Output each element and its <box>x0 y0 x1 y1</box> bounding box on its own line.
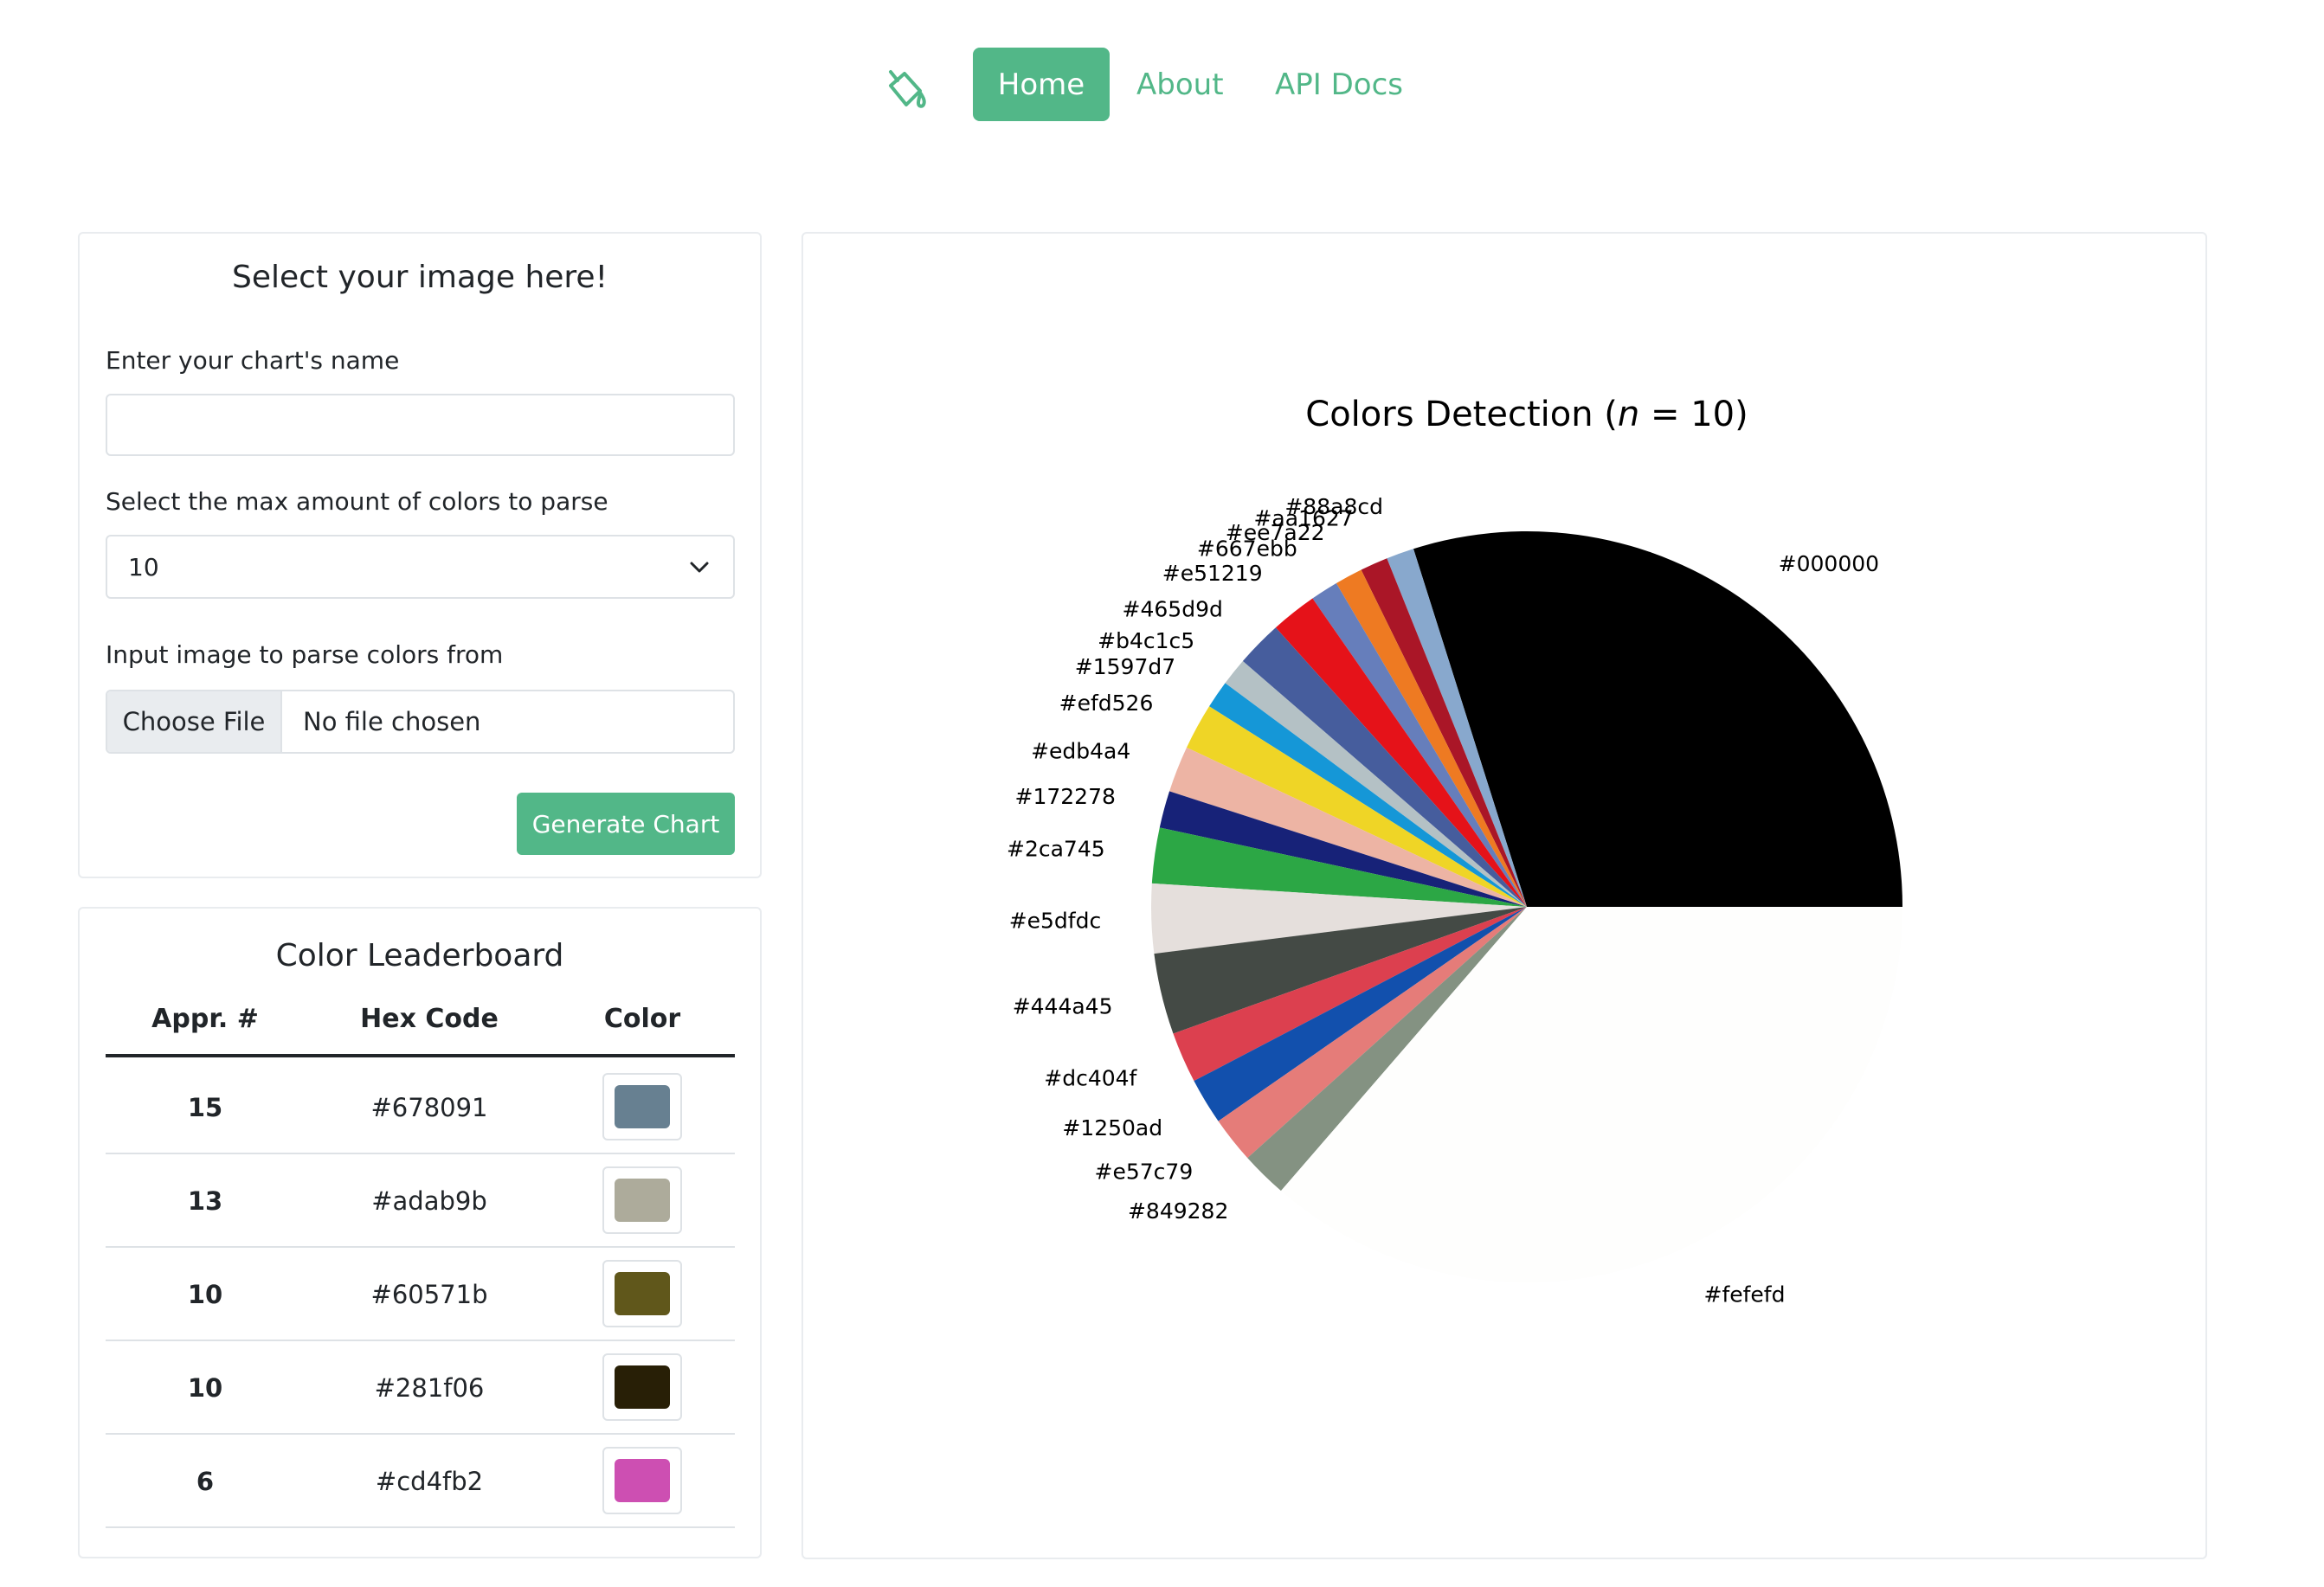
chart-title-suffix: = 10) <box>1639 395 1748 434</box>
pie-slice <box>1247 907 1527 1192</box>
pie-slice <box>1336 569 1527 907</box>
chart-title-variable: n <box>1618 395 1639 434</box>
max-colors-label: Select the max amount of colors to parse <box>106 487 608 516</box>
pie-slice <box>1413 531 1902 907</box>
pie-slice-label: #88a8cd <box>1284 494 1383 519</box>
chart-card: Colors Detection (n = 10) #000000 #88a8cd… <box>801 232 2207 1559</box>
max-colors-select[interactable]: 10 <box>106 535 735 599</box>
choose-file-button[interactable]: Choose File <box>107 691 282 752</box>
table-row: 6 #cd4fb2 <box>106 1435 735 1528</box>
pie-slice <box>1151 883 1527 954</box>
chart-title-prefix: Colors Detection ( <box>1305 395 1618 434</box>
pie-slice <box>1312 582 1527 907</box>
header-appr: Appr. # <box>151 1004 259 1034</box>
pie-slice <box>1242 627 1527 907</box>
hex-code: #281f06 <box>374 1373 485 1403</box>
pie-slice-label: #e51219 <box>1162 561 1263 586</box>
pie-slice <box>1361 558 1527 907</box>
form-title: Select your image here! <box>231 260 608 295</box>
pie-slice <box>1186 706 1527 907</box>
appr-count: 6 <box>196 1467 215 1496</box>
pie-slice-label: #e57c79 <box>1095 1159 1194 1184</box>
color-swatch-box <box>602 1073 682 1140</box>
pie-slice <box>1159 791 1527 907</box>
pie-slice-label: #b4c1c5 <box>1098 628 1194 653</box>
hex-code: #678091 <box>370 1093 488 1122</box>
color-swatch-box <box>602 1353 682 1421</box>
table-row: 10 #281f06 <box>106 1341 735 1435</box>
colors-pie-chart: Colors Detection (n = 10) #000000 #88a8cd… <box>1007 395 1902 1307</box>
color-swatch <box>615 1459 670 1502</box>
leaderboard-header: Appr. # Hex Code Color <box>106 1004 735 1057</box>
appr-count: 10 <box>187 1373 223 1403</box>
pie-slice <box>1194 907 1527 1121</box>
file-input-label: Input image to parse colors from <box>106 640 504 669</box>
color-swatch-box <box>602 1447 682 1514</box>
color-swatch <box>615 1365 670 1409</box>
chevron-down-icon <box>690 562 709 573</box>
pie-slice-label: #dc404f <box>1044 1065 1137 1090</box>
pie-slice <box>1209 683 1527 907</box>
pie-slice-label: #efd526 <box>1059 691 1154 716</box>
file-input[interactable]: Choose File No file chosen <box>106 690 735 754</box>
hex-code: #adab9b <box>371 1186 487 1216</box>
table-row: 15 #678091 <box>106 1061 735 1154</box>
nav-api-docs-link[interactable]: API Docs <box>1275 67 1403 102</box>
pie-slice-label: #aa1627 <box>1253 506 1353 531</box>
pie-slice <box>1169 747 1527 907</box>
pie-slice <box>1173 907 1527 1082</box>
pie-slice-label: #444a45 <box>1013 993 1113 1018</box>
color-swatch-box <box>602 1260 682 1327</box>
chart-name-input[interactable] <box>106 394 735 456</box>
header-color: Color <box>603 1004 681 1034</box>
header-hex: Hex Code <box>360 1004 499 1034</box>
color-leaderboard-card: Color Leaderboard Appr. # Hex Code Color… <box>78 907 762 1558</box>
pie-slice <box>1387 549 1527 907</box>
pie-slice-label: #edb4a4 <box>1031 739 1130 764</box>
pie-slice-label: #849282 <box>1128 1198 1228 1224</box>
max-colors-value: 10 <box>128 552 159 581</box>
appr-count: 13 <box>187 1186 223 1216</box>
pie-slice <box>1225 660 1527 907</box>
pie-slice-label: #fefefd <box>1704 1282 1786 1307</box>
appr-count: 10 <box>187 1280 223 1309</box>
table-row: 10 #60571b <box>106 1248 735 1341</box>
pie-slice <box>1151 827 1527 907</box>
pie-slice-label: #465d9d <box>1123 596 1223 621</box>
pie-slice-label: #172278 <box>1015 784 1116 809</box>
pie-slice <box>1154 907 1527 1034</box>
generate-chart-button[interactable]: Generate Chart <box>517 793 735 855</box>
nav-about-link[interactable]: About <box>1136 67 1224 102</box>
hex-code: #60571b <box>370 1280 488 1309</box>
pie-slice-label: #2ca745 <box>1007 836 1105 861</box>
color-swatch <box>615 1179 670 1222</box>
nav-home-button[interactable]: Home <box>973 48 1110 121</box>
paint-bucket-icon[interactable] <box>879 63 930 115</box>
hex-code: #cd4fb2 <box>375 1467 484 1496</box>
file-status: No file chosen <box>303 707 481 736</box>
pie-slice-label: #000000 <box>1779 551 1879 576</box>
pie-slice <box>1275 598 1527 907</box>
pie-slice-label: #ee7a22 <box>1226 520 1325 545</box>
appr-count: 15 <box>187 1093 223 1122</box>
pie-slice-label: #1250ad <box>1062 1115 1162 1140</box>
top-nav: Home About API Docs <box>0 48 2324 121</box>
chart-title: Colors Detection (n = 10) <box>1305 395 1748 434</box>
color-swatch-box <box>602 1166 682 1234</box>
chart-name-label: Enter your chart's name <box>106 346 400 375</box>
pie-slice <box>1218 907 1527 1159</box>
pie-slice-label: #1597d7 <box>1075 654 1175 679</box>
color-swatch <box>615 1272 670 1315</box>
image-form-card: Select your image here! Enter your chart… <box>78 232 762 878</box>
color-swatch <box>615 1085 670 1128</box>
pie-slice-label: #667ebb <box>1197 536 1297 562</box>
leaderboard-title: Color Leaderboard <box>275 938 564 973</box>
table-row: 13 #adab9b <box>106 1154 735 1248</box>
pie-slice-label: #e5dfdc <box>1009 908 1102 933</box>
pie-slice <box>1280 907 1902 1282</box>
